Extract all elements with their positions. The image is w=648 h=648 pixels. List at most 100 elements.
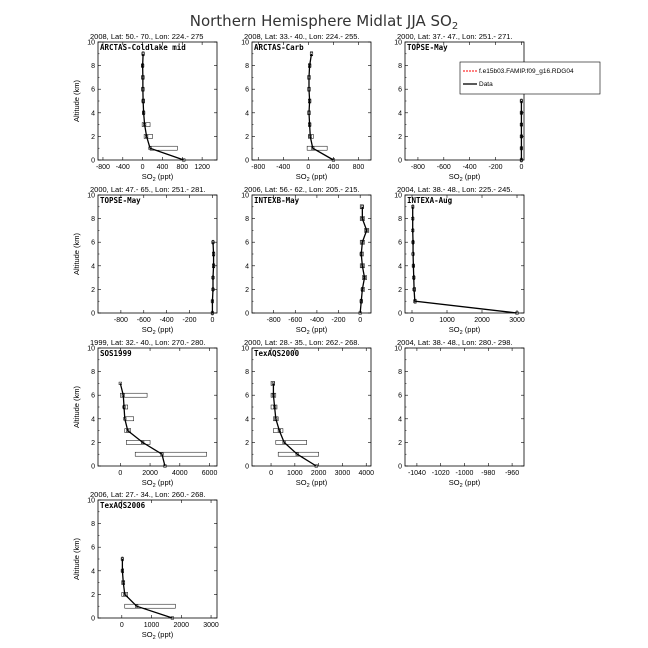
y-tick-label: 4	[245, 263, 249, 270]
panel-header: 2004, Lat: 38.- 48., Lon: 225.- 245.	[397, 185, 513, 194]
y-tick-label: 8	[91, 63, 95, 70]
x-tick-label: 3000	[509, 317, 525, 324]
y-tick-label: 0	[245, 311, 249, 318]
y-tick-label: 10	[87, 346, 95, 353]
x-tick-label: 400	[157, 164, 169, 171]
profile-line	[308, 53, 334, 161]
y-tick-label: 6	[398, 240, 402, 247]
y-tick-label: 2	[245, 440, 249, 447]
x-tick-label: 0	[210, 317, 214, 324]
y-tick-label: 6	[398, 393, 402, 400]
y-tick-label: 6	[91, 545, 95, 552]
profile-line	[119, 383, 166, 467]
y-tick-label: 10	[87, 193, 95, 200]
x-tick-label: -1000	[456, 470, 474, 477]
x-tick-label: -800	[114, 317, 128, 324]
legend: f.e15b03.FAMIP.f09_g16.RDG04 Data	[459, 61, 601, 95]
y-tick-label: 8	[245, 63, 249, 70]
y-tick-label: 0	[245, 464, 249, 471]
y-tick-label: 10	[241, 193, 249, 200]
x-tick-label: 3000	[335, 470, 351, 477]
y-tick-label: 6	[91, 240, 95, 247]
campaign-label: SOS1999	[100, 349, 132, 358]
y-tick-label: 2	[245, 134, 249, 141]
x-tick-label: -600	[437, 164, 451, 171]
x-axis-label: SO2 (ppt)	[142, 478, 174, 489]
range-box	[275, 440, 307, 445]
y-tick-label: 4	[91, 568, 95, 575]
profile-line	[141, 53, 184, 161]
x-tick-label: 0	[269, 470, 273, 477]
y-tick-label: 2	[91, 287, 95, 294]
x-tick-label: -200	[489, 164, 503, 171]
x-tick-label: 0	[306, 164, 310, 171]
y-tick-label: 0	[398, 311, 402, 318]
x-tick-label: -400	[463, 164, 477, 171]
x-tick-label: -400	[116, 164, 130, 171]
panels-grid: 2008, Lat: 50.- 70., Lon: 224.- 275 0 2 4 6 8…	[72, 32, 601, 641]
x-tick-label: 800	[176, 164, 188, 171]
x-tick-label: -800	[267, 317, 281, 324]
y-tick-label: 6	[245, 240, 249, 247]
campaign-label: TOPSE-May	[100, 196, 141, 205]
y-tick-label: 0	[91, 158, 95, 165]
data-marker	[314, 464, 318, 468]
range-box	[126, 440, 151, 445]
y-tick-label: 0	[245, 158, 249, 165]
legend-box	[459, 61, 601, 95]
x-tick-label: 0	[358, 317, 362, 324]
x-tick-label: 0	[410, 317, 414, 324]
x-tick-label: -800	[96, 164, 110, 171]
y-tick-label: 10	[394, 193, 402, 200]
plot-frame	[404, 194, 525, 314]
y-tick-label: 0	[398, 158, 402, 165]
x-axis-label: SO2 (ppt)	[449, 172, 481, 183]
range-box	[364, 228, 370, 233]
x-tick-label: -600	[137, 317, 151, 324]
y-tick-label: 4	[398, 416, 402, 423]
y-tick-label: 8	[245, 369, 249, 376]
legend-model-label: f.e15b03.FAMIP.f09_g16.RDG04	[479, 68, 574, 75]
x-tick-label: 0	[120, 622, 124, 629]
x-tick-label: 0	[519, 164, 523, 171]
y-tick-label: 4	[245, 416, 249, 423]
campaign-label: ARCTAS-Carb	[254, 43, 304, 52]
range-box	[120, 392, 148, 398]
x-axis-label: SO2 (ppt)	[142, 172, 174, 183]
campaign-label: ARCTAS-Coldlake mid	[100, 43, 186, 52]
chart-panel-4: 2000, Lat: 47.- 65., Lon: 251.- 281. 0 2 4 6…	[72, 185, 218, 336]
y-tick-label: 0	[91, 464, 95, 471]
x-tick-label: 0	[141, 164, 145, 171]
x-tick-label: 1000	[439, 317, 455, 324]
panel-header: 2000, Lat: 28.- 35., Lon: 262.- 268.	[244, 338, 360, 347]
plot-frame	[97, 194, 218, 314]
legend-obs-label: Data	[479, 81, 493, 88]
y-tick-label: 4	[398, 110, 402, 117]
chart-panel-10: 2006, Lat: 27.- 34., Lon: 260.- 268. 0 2 4 6…	[72, 490, 219, 641]
y-tick-label: 8	[245, 216, 249, 223]
plot-frame	[251, 194, 372, 314]
y-axis-label: Altitude (km)	[72, 385, 81, 428]
campaign-label: INTEXB-May	[254, 196, 300, 205]
y-tick-label: 10	[394, 346, 402, 353]
x-tick-label: 4000	[358, 470, 374, 477]
y-tick-label: 8	[398, 63, 402, 70]
range-box	[141, 122, 151, 127]
profile-line	[121, 559, 173, 619]
x-tick-label: -800	[251, 164, 265, 171]
campaign-label: TexAQS2000	[254, 349, 300, 358]
y-tick-label: 8	[398, 369, 402, 376]
y-axis-label: Altitude (km)	[72, 537, 81, 580]
y-tick-label: 2	[91, 134, 95, 141]
range-box	[277, 451, 319, 457]
panel-header: 2000, Lat: 47.- 65., Lon: 251.- 281.	[90, 185, 206, 194]
x-tick-label: -400	[310, 317, 324, 324]
profile-line	[272, 383, 317, 467]
y-tick-label: 8	[91, 216, 95, 223]
page-title: Northern Hemisphere Midlat JJA SO2	[190, 12, 459, 32]
plot-frame	[404, 347, 525, 467]
y-tick-label: 6	[245, 87, 249, 94]
x-tick-label: -400	[160, 317, 174, 324]
range-box	[124, 603, 176, 609]
